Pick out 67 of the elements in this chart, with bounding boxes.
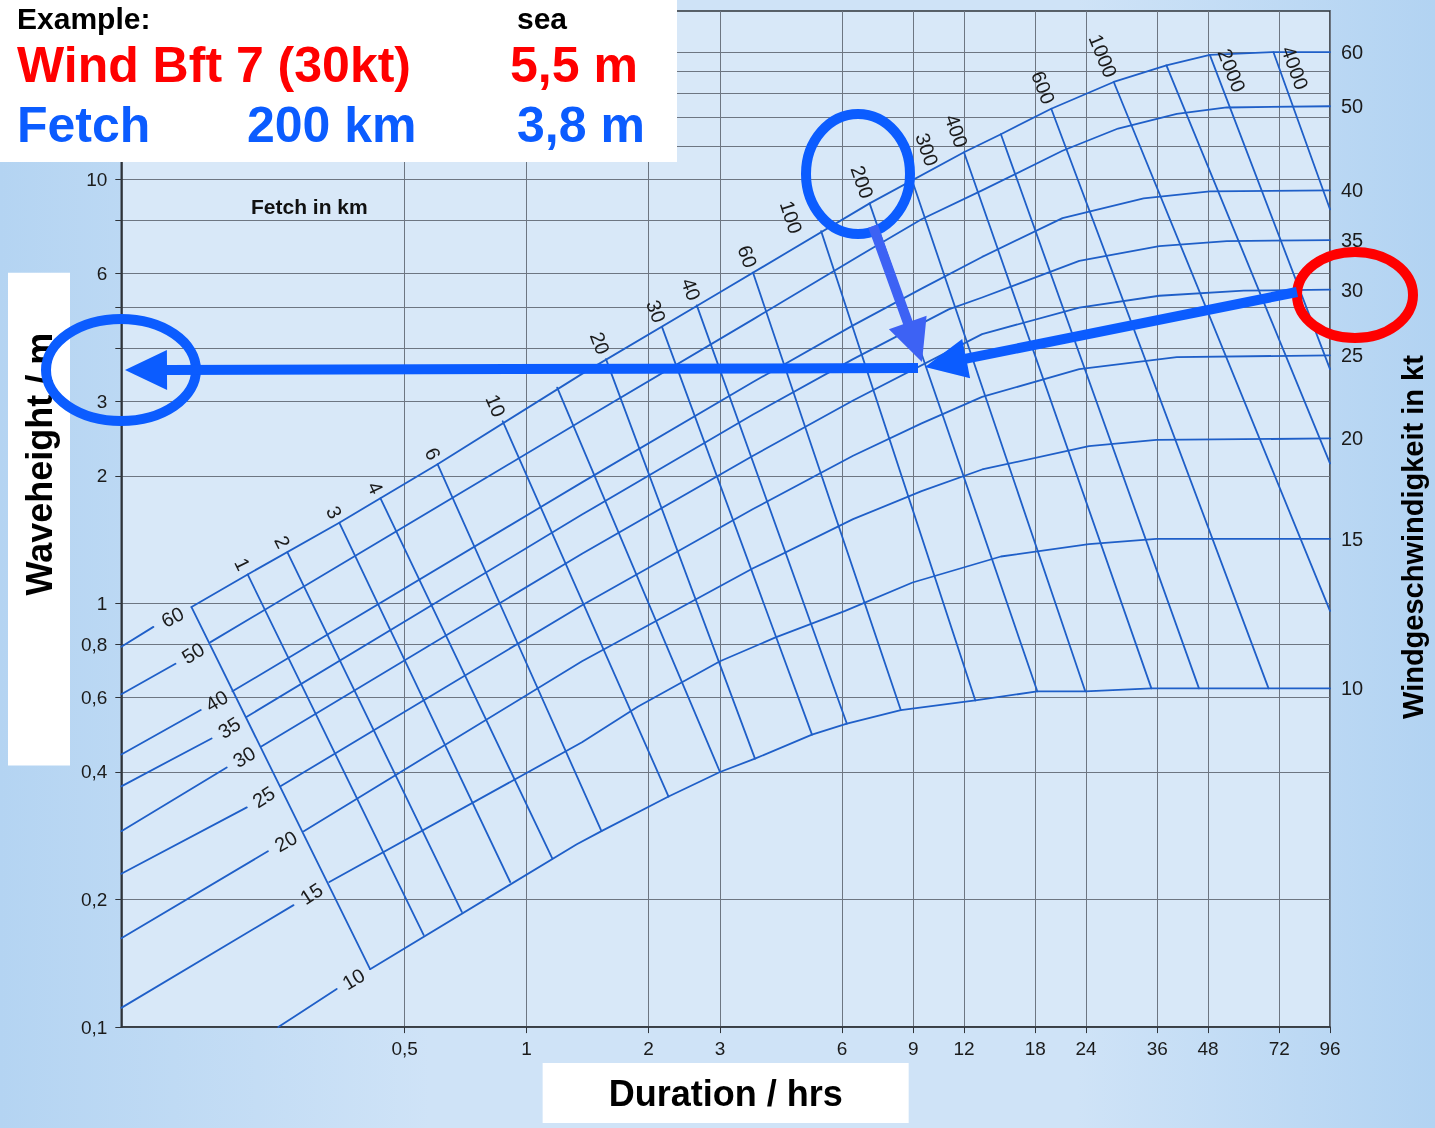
text: 50 xyxy=(1341,95,1364,118)
annotation: Fetch in km xyxy=(251,195,368,218)
text: 20 xyxy=(585,328,615,358)
text: 60 xyxy=(1341,41,1364,64)
text: 60 xyxy=(733,242,762,271)
x-tick-label: 12 xyxy=(953,1038,975,1060)
text: 40 xyxy=(1341,179,1364,202)
text: 20 xyxy=(270,826,301,857)
y-tick-label: 0,1 xyxy=(80,1016,108,1038)
x-tick-label: 24 xyxy=(1075,1038,1097,1060)
y-tick-label: 1 xyxy=(96,592,108,614)
text: 25 xyxy=(248,781,279,813)
y-tick-label: 0,8 xyxy=(80,633,108,655)
y-tick-label: 2 xyxy=(96,465,108,487)
text: 400 xyxy=(940,111,973,151)
x-tick-label: 1 xyxy=(521,1038,532,1060)
y-tick-label: 6 xyxy=(96,263,108,285)
text: 20 xyxy=(1341,427,1364,450)
text: 15 xyxy=(1341,527,1364,550)
text: 30 xyxy=(228,741,260,773)
text: 50 xyxy=(177,637,209,669)
text: 3 xyxy=(322,502,347,523)
annotation: Example: xyxy=(17,2,151,35)
text: 4000 xyxy=(1277,43,1313,93)
text: 4 xyxy=(363,478,388,498)
text: 300 xyxy=(911,130,943,169)
x-tick-label: 9 xyxy=(908,1038,919,1060)
annotation: 3,8 m xyxy=(517,97,645,153)
x-tick-label: 18 xyxy=(1024,1038,1046,1060)
text: 10 xyxy=(481,390,511,421)
y2-axis-title: Windgeschwindigkeit in kt xyxy=(1396,354,1429,719)
y-tick-label: 3 xyxy=(96,390,108,412)
x-tick-label: 72 xyxy=(1268,1038,1290,1060)
text: 30 xyxy=(1341,278,1364,301)
text: 40 xyxy=(676,275,706,304)
y-tick-label: 0,6 xyxy=(80,686,108,708)
text: 2000 xyxy=(1213,45,1250,95)
x-tick-label: 48 xyxy=(1197,1038,1219,1060)
x-tick-label: 3 xyxy=(714,1038,726,1060)
text: 1 xyxy=(230,554,255,574)
text: 100 xyxy=(775,197,807,237)
text: 15 xyxy=(296,878,327,909)
text: 25 xyxy=(1341,344,1364,367)
text: 600 xyxy=(1027,68,1060,107)
x-tick-label: 2 xyxy=(643,1038,654,1060)
annotation: Wind Bft 7 (30kt) xyxy=(17,37,411,93)
x-axis-title: Duration / hrs xyxy=(608,1072,843,1114)
text: 1000 xyxy=(1084,31,1122,81)
x-tick-label: 6 xyxy=(836,1038,848,1060)
x-tick-label: 96 xyxy=(1319,1038,1341,1060)
text: 35 xyxy=(1341,229,1364,252)
text: 200 xyxy=(846,162,879,202)
annotation: Fetch xyxy=(17,97,151,153)
y-tick-label: 10 xyxy=(86,169,108,191)
annotation: 5,5 m xyxy=(510,37,638,93)
x-tick-label: 36 xyxy=(1146,1038,1168,1060)
annotation: sea xyxy=(517,2,568,35)
x-tick-label: 0,5 xyxy=(391,1038,418,1060)
text: 10 xyxy=(338,963,369,995)
text: 6 xyxy=(420,444,446,464)
annotation: 200 km xyxy=(247,97,417,153)
text: 30 xyxy=(642,297,671,326)
text: 60 xyxy=(157,602,188,632)
y-tick-label: 0,2 xyxy=(80,889,108,911)
y-tick-label: 0,4 xyxy=(80,761,108,783)
text: 10 xyxy=(1341,677,1364,700)
text: 2 xyxy=(270,532,295,552)
